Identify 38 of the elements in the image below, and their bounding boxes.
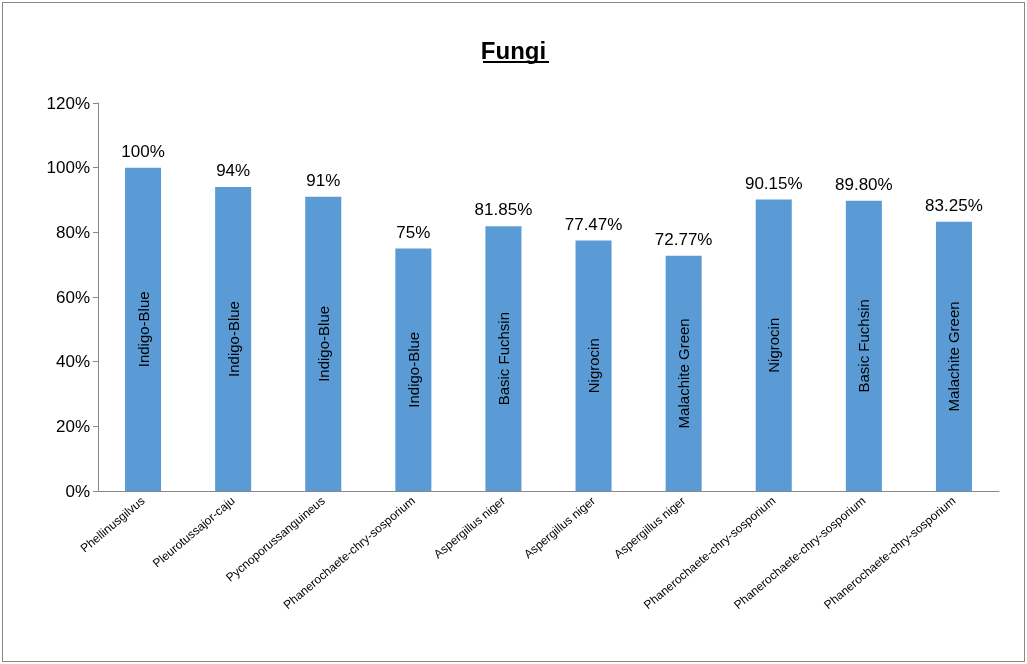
y-tick-label: 100%	[46, 158, 90, 178]
data-label: 89.80%	[835, 174, 893, 194]
y-tick-label: 60%	[55, 287, 90, 307]
bar	[935, 221, 972, 491]
annotation: Indigo-Blue	[404, 331, 422, 408]
bar	[575, 240, 612, 491]
data-label: 77.47%	[564, 214, 623, 234]
data-label: 94%	[216, 161, 251, 181]
annotation: Malachite Green	[945, 301, 963, 412]
bar	[125, 167, 162, 491]
bar	[395, 248, 432, 491]
y-tick-label: 80%	[55, 222, 90, 242]
annotation: Indigo-Blue	[224, 301, 242, 377]
data-label: 75%	[396, 222, 431, 242]
chart-title: Fungi	[480, 36, 547, 64]
y-tick-label: 20%	[55, 416, 90, 436]
annotation: Malachite Green	[675, 318, 693, 429]
annotation: Indigo-Blue	[134, 291, 152, 368]
data-label: 90.15%	[744, 173, 803, 193]
data-label: 81.85%	[474, 200, 533, 220]
bar	[305, 196, 342, 491]
bar	[755, 199, 792, 491]
bar	[485, 226, 522, 491]
annotation: Nigrocin	[585, 338, 603, 394]
annotation: Basic Fuchsin	[855, 299, 873, 393]
bar	[845, 200, 882, 491]
annotation: Basic Fuchsin	[494, 311, 512, 406]
annotation: Indigo-Blue	[314, 305, 332, 382]
annotation: Nigrocin	[765, 317, 783, 373]
bar	[215, 187, 252, 491]
bar	[665, 255, 702, 491]
data-label: 91%	[306, 170, 341, 190]
data-label: 100%	[121, 141, 165, 161]
y-tick-label: 40%	[55, 352, 90, 372]
data-label: 83.25%	[925, 195, 983, 215]
y-tick-label: 0%	[65, 481, 90, 501]
data-label: 72.77%	[654, 229, 713, 249]
y-tick-label: 120%	[46, 93, 90, 113]
